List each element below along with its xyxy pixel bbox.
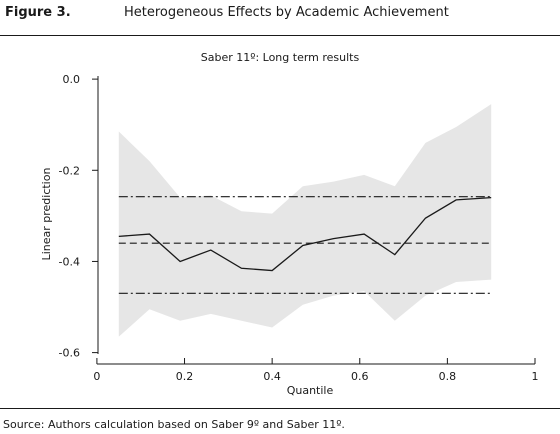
bottom-rule [0, 408, 560, 409]
y-tick-label: -0.6 [59, 347, 80, 360]
source-note: Source: Authors calculation based on Sab… [3, 418, 345, 431]
figure-title: Heterogeneous Effects by Academic Achiev… [124, 5, 449, 20]
y-axis-title: Linear prediction [40, 168, 53, 261]
top-rule [0, 35, 560, 36]
confidence-band [118, 104, 492, 337]
chart-title: Saber 11º: Long term results [201, 51, 360, 64]
x-tick-label: 0.8 [439, 370, 457, 383]
x-tick-label: 0.6 [351, 370, 369, 383]
x-tick-label: 0.4 [263, 370, 281, 383]
x-tick-label: 0 [93, 370, 100, 383]
y-tick-label: -0.4 [59, 255, 80, 268]
y-tick-label: 0.0 [63, 73, 81, 86]
estimate-line [118, 196, 492, 272]
figure-label: Figure 3. [5, 5, 71, 20]
y-tick-label: -0.2 [59, 164, 80, 177]
x-axis-title: Quantile [287, 384, 334, 397]
x-tick-label: 1 [532, 370, 539, 383]
x-tick-label: 0.2 [176, 370, 194, 383]
